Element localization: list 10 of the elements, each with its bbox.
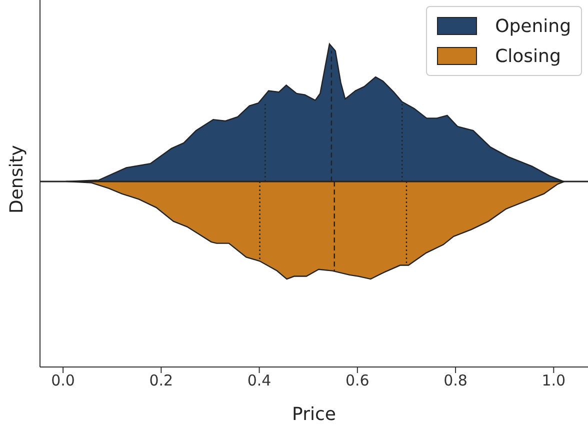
x-tick-label: 0.2 [149, 372, 174, 390]
x-tick-label: 0.0 [51, 372, 75, 390]
x-tick-label: 0.8 [444, 372, 468, 390]
y-axis-title: Density [6, 144, 28, 214]
x-tick-label: 1.0 [542, 372, 566, 390]
legend-label: Opening [495, 16, 571, 36]
x-tick-label: 0.6 [345, 372, 370, 390]
legend-label: Closing [495, 46, 561, 66]
x-tick-label: 0.4 [247, 372, 272, 390]
x-axis-title: Price [292, 404, 336, 425]
